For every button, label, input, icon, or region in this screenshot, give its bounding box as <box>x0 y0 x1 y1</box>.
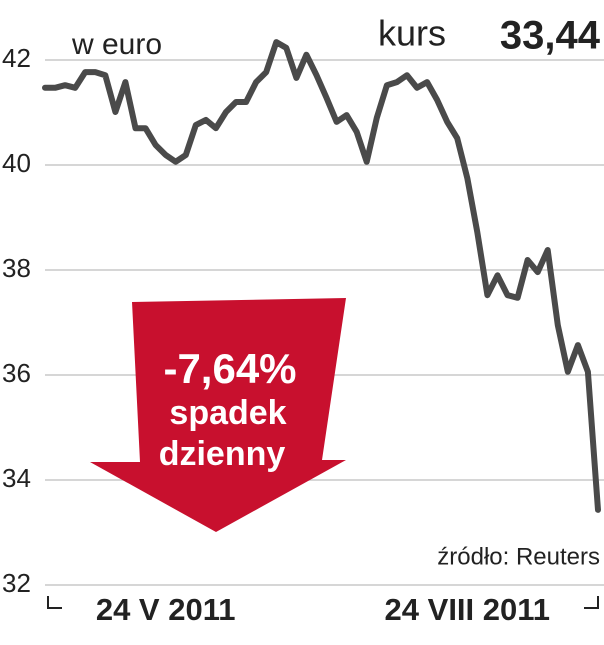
unit-label: w euro <box>71 28 162 61</box>
change-arrow <box>90 298 346 532</box>
grid: 32 34 36 38 40 42 <box>2 43 604 598</box>
y-tick-label: 32 <box>2 568 31 598</box>
change-label: spadek <box>169 394 286 432</box>
source: źródło: Reuters <box>437 543 600 570</box>
y-tick-label: 42 <box>2 43 31 73</box>
axis-bracket <box>47 596 62 609</box>
y-tick-label: 40 <box>2 148 31 178</box>
change-label: dzienny <box>159 435 286 473</box>
kurs-value: 33,44 <box>500 14 601 58</box>
y-tick-label: 34 <box>2 463 31 493</box>
price-line <box>42 39 601 513</box>
kurs-label: kurs <box>378 13 446 54</box>
x-tick-label: 24 V 2011 <box>96 592 236 627</box>
x-tick-label: 24 VIII 2011 <box>385 592 550 627</box>
change-value: -7,64% <box>163 345 296 392</box>
y-tick-label: 36 <box>2 358 31 388</box>
y-tick-label: 38 <box>2 253 31 283</box>
axis-bracket <box>584 596 599 609</box>
